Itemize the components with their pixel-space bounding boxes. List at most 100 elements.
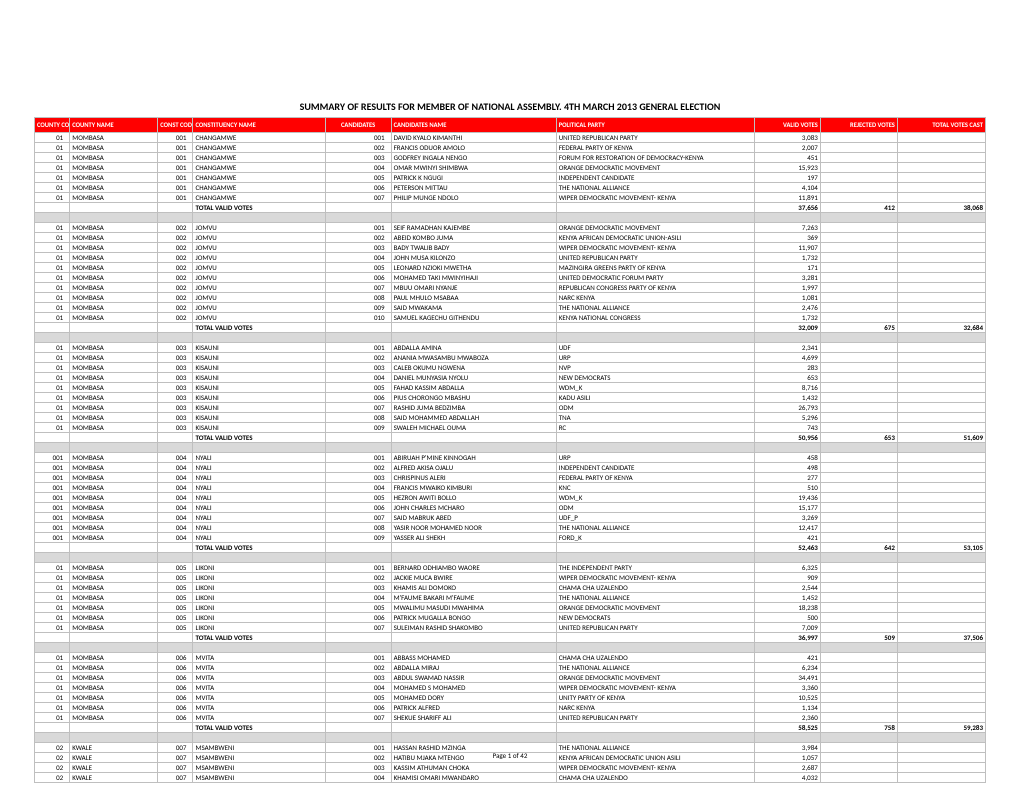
cell-total-rejected: 653	[820, 433, 897, 443]
cell-const-name: MVITA	[193, 703, 325, 713]
cell-const-code: 006	[158, 693, 193, 703]
cell-cand-code: 001	[325, 563, 391, 573]
cell-total	[897, 523, 985, 533]
cell-rejected	[820, 583, 897, 593]
cell-total-rejected: 412	[820, 203, 897, 213]
cell-total-rejected: 758	[820, 723, 897, 733]
cell-total	[897, 473, 985, 483]
total-row: TOTAL VALID VOTES36,99750937,506	[35, 633, 986, 643]
cell-county-code: 001	[35, 483, 70, 493]
cell-const-code: 002	[158, 223, 193, 233]
cell-const-name: CHANGAMWE	[193, 193, 325, 203]
cell-total-label: TOTAL VALID VOTES	[193, 723, 325, 733]
cell-total	[897, 163, 985, 173]
table-row: 01MOMBASA002JOMVU001SEIF RAMADHAN KAJEMB…	[35, 223, 986, 233]
cell-county-name: MOMBASA	[70, 623, 158, 633]
cell-empty	[35, 203, 70, 213]
cell-cand-name: FRANCIS ODUOR AMOLO	[391, 143, 556, 153]
cell-const-name: KISAUNI	[193, 403, 325, 413]
separator-cell	[820, 553, 897, 563]
cell-const-code: 004	[158, 463, 193, 473]
table-row: 01MOMBASA005LIKONI002JACKIE MUCA BWIREWI…	[35, 573, 986, 583]
cell-county-name: KWALE	[70, 763, 158, 773]
cell-valid: 510	[754, 483, 820, 493]
cell-county-code: 01	[35, 233, 70, 243]
cell-county-code: 01	[35, 163, 70, 173]
table-row: 001MOMBASA004NYALI005HEZRON AWITI BOLLOW…	[35, 493, 986, 503]
cell-const-name: MSAMBWENI	[193, 763, 325, 773]
table-row: 01MOMBASA001CHANGAMWE002FRANCIS ODUOR AM…	[35, 143, 986, 153]
cell-cand-code: 007	[325, 403, 391, 413]
cell-cand-name: DANIEL MUNYASIA NYOLU	[391, 373, 556, 383]
cell-total-label: TOTAL VALID VOTES	[193, 433, 325, 443]
cell-const-code: 005	[158, 583, 193, 593]
cell-cand-name: MWALIMU MASUDI MWAHIMA	[391, 603, 556, 613]
cell-cand-name: PAUL MHULO MSABAA	[391, 293, 556, 303]
cell-party: WDM_K	[556, 383, 754, 393]
table-row: 01MOMBASA003KISAUNI008SAID MOHAMMED ABDA…	[35, 413, 986, 423]
separator-cell	[391, 333, 556, 343]
cell-county-name: MOMBASA	[70, 523, 158, 533]
cell-valid: 4,699	[754, 353, 820, 363]
cell-county-code: 01	[35, 383, 70, 393]
cell-party: NARC KENYA	[556, 703, 754, 713]
cell-total	[897, 713, 985, 723]
cell-const-name: MVITA	[193, 713, 325, 723]
cell-empty	[35, 543, 70, 553]
cell-valid: 421	[754, 653, 820, 663]
cell-party: WIPER DEMOCRATIC MOVEMENT- KENYA	[556, 193, 754, 203]
separator-cell	[193, 213, 325, 223]
cell-county-name: MOMBASA	[70, 703, 158, 713]
cell-county-name: MOMBASA	[70, 683, 158, 693]
cell-cand-code: 003	[325, 243, 391, 253]
table-row: 01MOMBASA005LIKONI004M'FAUME BAKARI M'FA…	[35, 593, 986, 603]
table-body: 01MOMBASA001CHANGAMWE001DAVID KYALO KIMA…	[35, 133, 986, 783]
cell-cand-code: 003	[325, 763, 391, 773]
cell-total	[897, 243, 985, 253]
cell-total	[897, 663, 985, 673]
cell-const-code: 003	[158, 343, 193, 353]
cell-total	[897, 673, 985, 683]
cell-cand-name: PIUS CHORONGO MBASHU	[391, 393, 556, 403]
column-header-party: POLITICAL PARTY	[556, 118, 754, 133]
cell-cand-code: 001	[325, 653, 391, 663]
cell-const-name: KISAUNI	[193, 363, 325, 373]
separator-row	[35, 733, 986, 743]
cell-total-valid: 32,009	[754, 323, 820, 333]
cell-valid: 3,360	[754, 683, 820, 693]
separator-cell	[897, 733, 985, 743]
cell-total	[897, 513, 985, 523]
cell-total	[897, 423, 985, 433]
cell-const-code: 002	[158, 303, 193, 313]
cell-total	[897, 613, 985, 623]
cell-cand-name: KHAMIS ALI DOMOKO	[391, 583, 556, 593]
cell-const-name: CHANGAMWE	[193, 163, 325, 173]
cell-total	[897, 583, 985, 593]
cell-total	[897, 133, 985, 143]
separator-cell	[35, 643, 70, 653]
cell-total	[897, 283, 985, 293]
cell-cand-name: YASIR NOOR MOHAMED NOOR	[391, 523, 556, 533]
cell-party: CHAMA CHA UZALENDO	[556, 653, 754, 663]
table-row: 01MOMBASA003KISAUNI006PIUS CHORONGO MBAS…	[35, 393, 986, 403]
cell-county-name: MOMBASA	[70, 343, 158, 353]
separator-cell	[35, 333, 70, 343]
table-row: 01MOMBASA006MVITA007SHEKUE SHARIFF ALIUN…	[35, 713, 986, 723]
table-row: 01MOMBASA002JOMVU007MBUU OMARI NYANJEREP…	[35, 283, 986, 293]
cell-county-code: 01	[35, 353, 70, 363]
cell-valid: 458	[754, 453, 820, 463]
cell-const-code: 006	[158, 703, 193, 713]
cell-const-code: 003	[158, 403, 193, 413]
cell-valid: 171	[754, 263, 820, 273]
cell-const-name: MSAMBWENI	[193, 773, 325, 783]
cell-const-name: JOMVU	[193, 223, 325, 233]
column-header-const_name: CONSTITUENCY NAME	[193, 118, 325, 133]
cell-const-code: 005	[158, 593, 193, 603]
separator-cell	[556, 553, 754, 563]
cell-const-name: NYALI	[193, 483, 325, 493]
cell-cand-code: 006	[325, 703, 391, 713]
cell-cand-name: SAMUEL KAGECHU GITHENDU	[391, 313, 556, 323]
cell-cand-code: 004	[325, 483, 391, 493]
cell-total-rejected: 642	[820, 543, 897, 553]
cell-const-name: NYALI	[193, 493, 325, 503]
